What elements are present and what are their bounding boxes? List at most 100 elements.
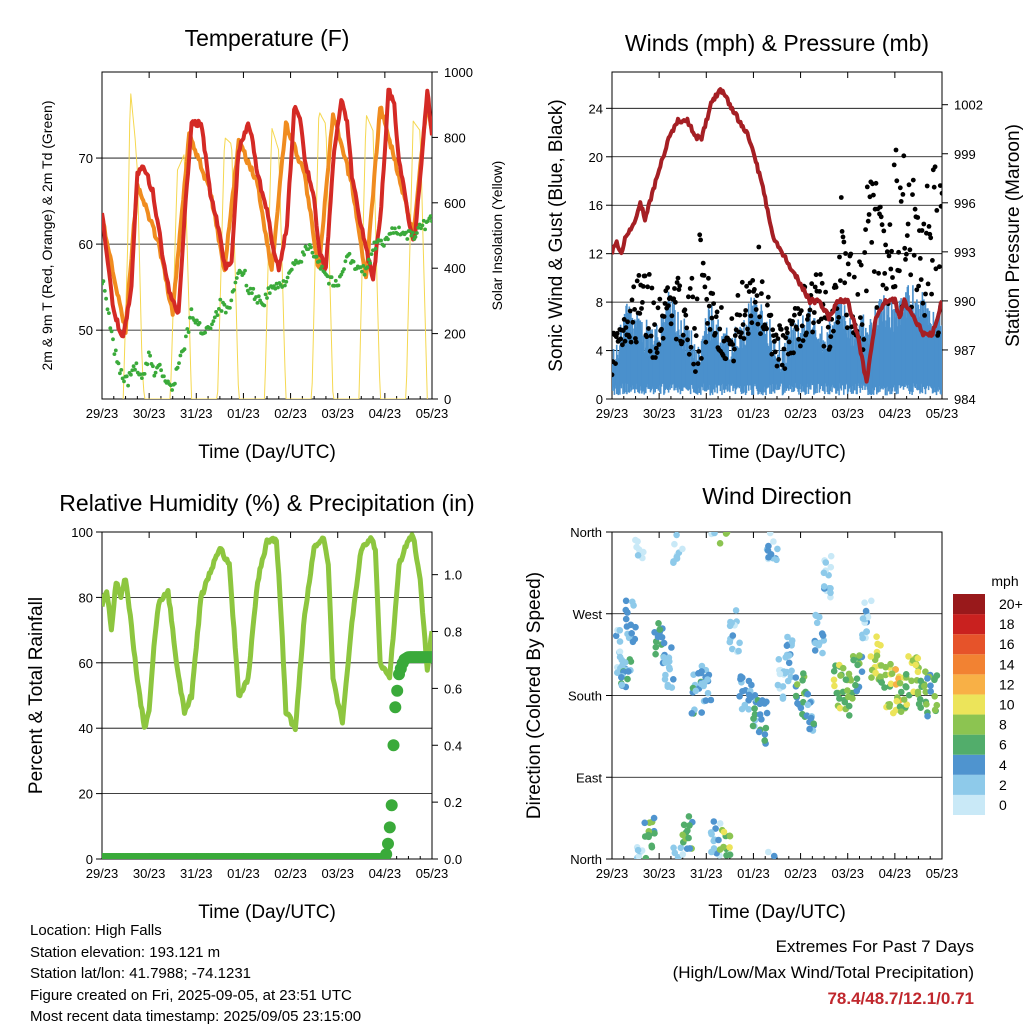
gust-point xyxy=(796,336,802,342)
direction-point xyxy=(864,613,872,621)
gust-point xyxy=(684,325,690,331)
dewpoint-point xyxy=(195,318,199,323)
dewpoint-point xyxy=(332,283,337,288)
extremes-subtitle: (High/Low/Max Wind/Total Precipitation) xyxy=(672,963,974,982)
x-tick-label: 31/23 xyxy=(180,866,213,881)
dewpoint-point xyxy=(347,251,352,256)
dewpoint-point xyxy=(203,330,208,335)
gust-point xyxy=(646,326,651,331)
gust-point xyxy=(934,208,940,213)
direction-point xyxy=(679,851,687,858)
gust-point xyxy=(781,346,787,352)
gust-point xyxy=(706,275,711,281)
gust-point xyxy=(838,278,843,283)
gust-point xyxy=(754,293,760,298)
direction-point xyxy=(927,688,934,695)
dewpoint-point xyxy=(283,283,287,288)
dewpoint-point xyxy=(146,350,151,355)
gust-point xyxy=(930,258,935,263)
gust-point xyxy=(655,305,661,311)
gust-point xyxy=(923,291,928,297)
gust-point xyxy=(634,278,640,284)
direction-point xyxy=(668,644,675,651)
gust-point xyxy=(714,309,720,315)
gust-point xyxy=(639,306,644,311)
gust-point xyxy=(676,287,682,292)
direction-point xyxy=(846,712,853,719)
direction-point xyxy=(652,643,660,651)
dewpoint-point xyxy=(184,334,188,339)
gust-point xyxy=(837,254,842,260)
gust-point xyxy=(810,329,815,335)
colorbar-swatch xyxy=(953,694,985,715)
direction-point xyxy=(650,814,658,822)
direction-point xyxy=(854,661,861,669)
direction-point xyxy=(785,659,793,667)
gust-point xyxy=(798,343,803,349)
y-tick-label: South xyxy=(568,689,602,704)
dewpoint-point xyxy=(413,235,418,239)
direction-point xyxy=(827,589,834,597)
direction-point xyxy=(634,846,642,854)
direction-point xyxy=(836,704,844,712)
dewpoint-point xyxy=(113,348,118,353)
gust-point xyxy=(916,283,921,289)
gust-point xyxy=(831,328,836,334)
dewpoint-point xyxy=(243,268,247,273)
gust-point xyxy=(905,221,911,227)
direction-point xyxy=(726,851,734,858)
x-tick-label: 04/23 xyxy=(879,406,912,421)
gust-point xyxy=(892,284,898,289)
gust-point xyxy=(752,287,757,292)
direction-point xyxy=(898,688,905,696)
x-axis-label: Time (Day/UTC) xyxy=(708,442,846,463)
gust-point xyxy=(702,284,708,290)
gust-point xyxy=(769,351,775,357)
gust-point xyxy=(929,291,934,297)
gust-point xyxy=(666,303,671,309)
gust-point xyxy=(881,228,887,234)
y2-tick-label: 1000 xyxy=(444,65,473,80)
gust-point xyxy=(659,326,664,332)
dewpoint-point xyxy=(214,310,219,314)
gust-point xyxy=(843,251,848,256)
direction-point xyxy=(776,670,784,678)
precip-point xyxy=(387,739,400,752)
temp-9m-line xyxy=(102,95,432,335)
colorbar-swatch xyxy=(953,614,985,635)
gust-point xyxy=(692,326,697,331)
gust-point xyxy=(683,312,689,318)
gust-point xyxy=(939,190,942,196)
direction-point xyxy=(810,720,817,727)
dewpoint-point xyxy=(390,226,394,231)
gust-point xyxy=(745,326,750,332)
dewpoint-point xyxy=(306,247,311,252)
direction-point xyxy=(701,679,708,687)
dewpoint-point xyxy=(122,379,126,384)
direction-point xyxy=(853,675,861,682)
gust-point xyxy=(772,349,778,355)
dewpoint-point xyxy=(263,292,268,297)
gust-point xyxy=(811,320,816,326)
direction-point xyxy=(845,702,853,710)
gust-point xyxy=(908,272,914,278)
gust-point xyxy=(687,286,693,291)
direction-point xyxy=(807,714,815,722)
dewpoint-point xyxy=(215,313,220,317)
dewpoint-point xyxy=(320,264,324,269)
direction-point xyxy=(622,615,630,623)
colorbar-swatch xyxy=(953,654,985,675)
gust-point xyxy=(653,345,659,351)
gust-point xyxy=(845,261,851,267)
extremes-title: Extremes For Past 7 Days xyxy=(775,937,974,956)
x-tick-label: 30/23 xyxy=(133,866,166,881)
direction-point xyxy=(680,821,688,829)
precip-point xyxy=(389,701,402,714)
dewpoint-point xyxy=(410,230,415,235)
direction-point xyxy=(729,645,736,653)
direction-point xyxy=(707,696,715,704)
colorbar-swatch xyxy=(953,794,985,815)
gust-point xyxy=(819,280,825,286)
y-tick-label: 60 xyxy=(79,237,93,252)
direction-point xyxy=(666,658,673,665)
